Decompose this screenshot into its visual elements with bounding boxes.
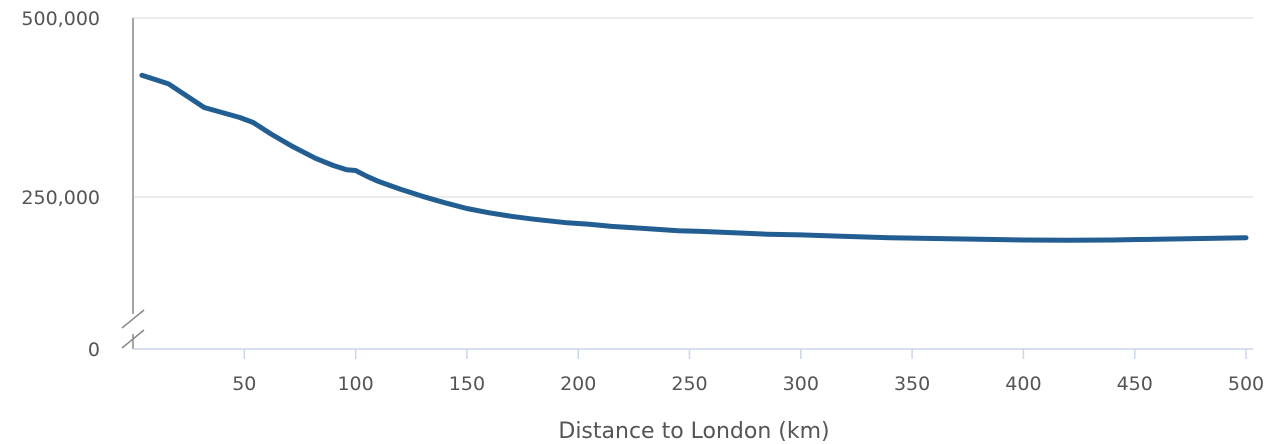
x-tick-label: 300 (783, 373, 819, 395)
y-tick-labels: 0 250,000 500,000 (21, 8, 100, 361)
x-tick-label: 200 (560, 373, 596, 395)
y-tick-label: 250,000 (21, 187, 100, 209)
y-tick-label: 500,000 (21, 8, 100, 30)
x-tick-label: 350 (894, 373, 930, 395)
x-tick-label: 100 (337, 373, 373, 395)
x-tick-label: 250 (671, 373, 707, 395)
y-axis (121, 18, 145, 349)
x-tick-label: 450 (1117, 373, 1153, 395)
gridlines (133, 17, 1253, 198)
series-lines (139, 72, 1249, 243)
x-tick-label: 500 (1228, 373, 1264, 395)
x-ticks: 50 100 150 200 250 300 350 400 450 500 (232, 349, 1264, 395)
x-tick-label: 400 (1005, 373, 1041, 395)
x-tick-label: 50 (232, 373, 256, 395)
axis-break-mark (121, 309, 145, 349)
series-line-0 (139, 72, 1249, 243)
x-tick-label: 150 (449, 373, 485, 395)
x-axis-title: Distance to London (km) (558, 419, 829, 444)
y-tick-label: 0 (88, 339, 100, 361)
